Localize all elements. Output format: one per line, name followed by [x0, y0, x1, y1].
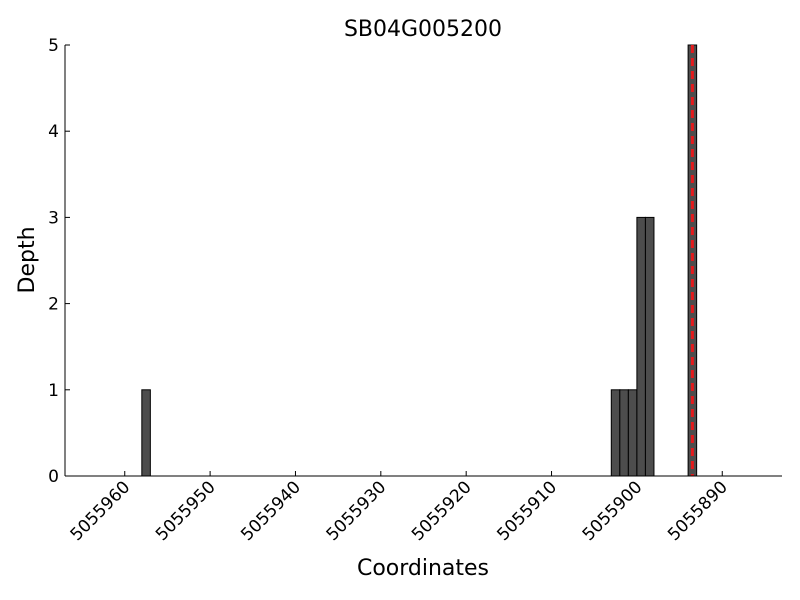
x-tick-label: 5055930 — [323, 477, 391, 545]
x-tick-label: 5055910 — [493, 477, 561, 545]
y-tick-label: 1 — [48, 381, 59, 401]
y-tick-label: 5 — [48, 36, 59, 56]
x-tick-label: 5055890 — [664, 477, 732, 545]
bar — [619, 389, 629, 477]
x-tick-label: 5055950 — [152, 477, 220, 545]
y-tick-label: 0 — [48, 467, 59, 487]
y-tick-label: 3 — [48, 208, 59, 228]
bar — [627, 389, 638, 477]
y-tick-label: 2 — [48, 295, 59, 315]
y-axis-title: Depth — [15, 226, 40, 293]
bar — [610, 389, 621, 477]
x-tick-label: 5055920 — [408, 477, 476, 545]
x-tick-label: 5055960 — [67, 477, 135, 545]
chart-title: SB04G005200 — [344, 17, 502, 42]
x-tick-label: 5055940 — [237, 477, 305, 545]
x-axis-title: Coordinates — [357, 556, 489, 581]
bar — [636, 216, 646, 477]
y-tick-label: 4 — [48, 122, 59, 142]
x-tick-label: 5055900 — [579, 477, 647, 545]
bar — [141, 389, 151, 477]
bar — [644, 216, 655, 477]
